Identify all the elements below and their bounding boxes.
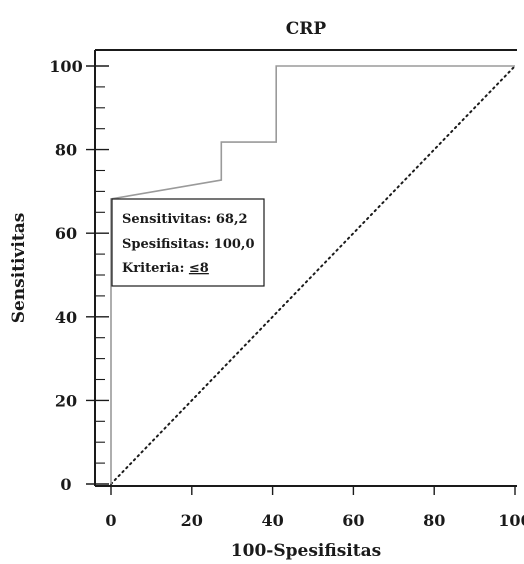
annotation-criteria-value: ≤8 [189,261,209,276]
plot-area [86,49,517,495]
annotation-criteria: Kriteria: ≤8 [122,261,209,276]
x-tick-label: 20 [181,511,203,530]
x-tick-label: 40 [261,511,283,530]
annotation-specificity: Spesifisitas: 100,0 [122,237,255,252]
x-tick-label: 0 [105,511,116,530]
x-axis-label: 100-Spesifisitas [231,541,381,561]
y-tick-label: 80 [55,141,77,160]
y-tick-label: 60 [55,224,77,243]
y-tick-label: 100 [49,57,82,76]
x-tick-labels: 0 20 40 60 80 100 [105,511,524,530]
chart-title: CRP [286,19,327,39]
reference-diagonal-line [110,65,516,485]
y-tick-labels: 0 20 40 60 80 100 [49,57,82,494]
y-tick-label: 0 [60,475,71,494]
annotation-criteria-label: Kriteria: [122,261,189,276]
y-axis-label: Sensitivitas [9,213,29,324]
y-tick-label: 20 [55,391,77,410]
y-minor-ticks [95,86,105,464]
x-tick-label: 60 [342,511,364,530]
x-tick-label: 80 [423,511,445,530]
annotation-box: Sensitivitas: 68,2 Spesifisitas: 100,0 K… [111,198,265,287]
x-tick-label: 100 [498,511,524,530]
annotation-frame [111,198,265,287]
roc-curve [110,65,515,484]
axis-ticks [86,65,516,495]
y-tick-label: 40 [55,308,77,327]
annotation-sensitivity: Sensitivitas: 68,2 [122,212,248,227]
